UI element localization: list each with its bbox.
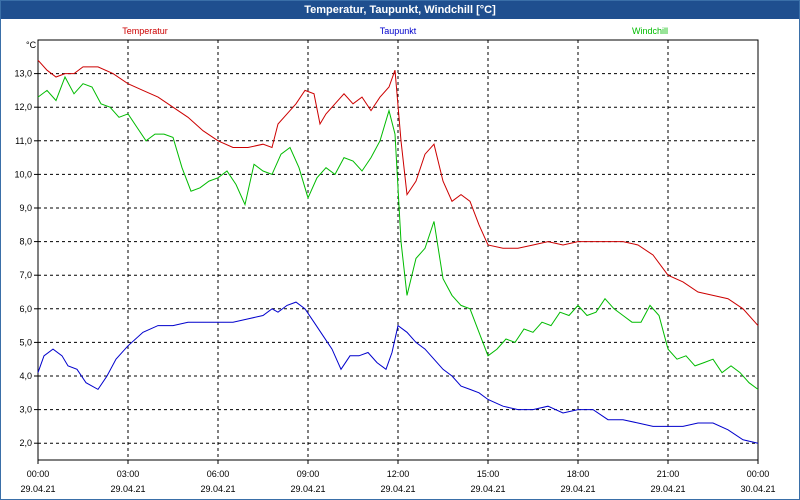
y-tick-label: 7,0 (19, 270, 32, 280)
y-unit-label: °C (26, 40, 37, 50)
y-tick-label: 3,0 (19, 405, 32, 415)
x-tick-time-label: 00:00 (27, 469, 50, 479)
x-tick-time-label: 06:00 (207, 469, 230, 479)
x-tick-date-label: 29.04.21 (290, 484, 325, 494)
legend: Temperatur Taupunkt Windchill (122, 26, 668, 36)
y-tick-label: 4,0 (19, 371, 32, 381)
x-tick-time-label: 03:00 (117, 469, 140, 479)
series-line-temperatur (37, 59, 759, 326)
x-tick-time-label: 18:00 (567, 469, 590, 479)
series-line-windchill (37, 75, 759, 390)
x-tick-time-label: 09:00 (297, 469, 320, 479)
x-tick-date-label: 29.04.21 (20, 484, 55, 494)
x-tick-date-label: 29.04.21 (470, 484, 505, 494)
y-tick-label: 8,0 (19, 237, 32, 247)
legend-label-temperatur: Temperatur (122, 26, 168, 36)
x-tick-date-label: 29.04.21 (110, 484, 145, 494)
y-tick-label: 6,0 (19, 304, 32, 314)
x-tick-date-label: 29.04.21 (650, 484, 685, 494)
legend-label-taupunkt: Taupunkt (380, 26, 417, 36)
y-tick-label: 12,0 (14, 102, 32, 112)
y-tick-label: 11,0 (15, 136, 32, 146)
x-tick-date-label: 29.04.21 (380, 484, 415, 494)
x-tick-time-label: 00:00 (747, 469, 770, 479)
grid-lines (34, 40, 759, 464)
chart-title: Temperatur, Taupunkt, Windchill [°C] (1, 1, 799, 19)
series-line-taupunkt (37, 301, 759, 444)
y-axis-ticks: 13,0 12,0 11,0 10,0 9,0 8,0 7,0 6,0 5,0 4,0 3,0 2,0 (14, 69, 32, 449)
y-tick-label: 13,0 (14, 69, 32, 79)
x-axis-ticks: 00:00 29.04.21 03:00 29.04.21 06:00 29.04.21 0… (20, 469, 775, 494)
x-tick-date-label: 29.04.21 (560, 484, 595, 494)
y-tick-label: 10,0 (14, 169, 32, 179)
legend-label-windchill: Windchill (632, 26, 668, 36)
y-tick-label: 5,0 (19, 337, 32, 347)
x-tick-date-label: 29.04.21 (200, 484, 235, 494)
x-tick-time-label: 21:00 (657, 469, 680, 479)
x-tick-date-label: 30.04.21 (740, 484, 775, 494)
y-tick-label: 9,0 (19, 203, 32, 213)
x-tick-time-label: 15:00 (477, 469, 500, 479)
x-tick-time-label: 12:00 (387, 469, 410, 479)
series-lines (37, 59, 759, 444)
y-tick-label: 2,0 (19, 438, 32, 448)
